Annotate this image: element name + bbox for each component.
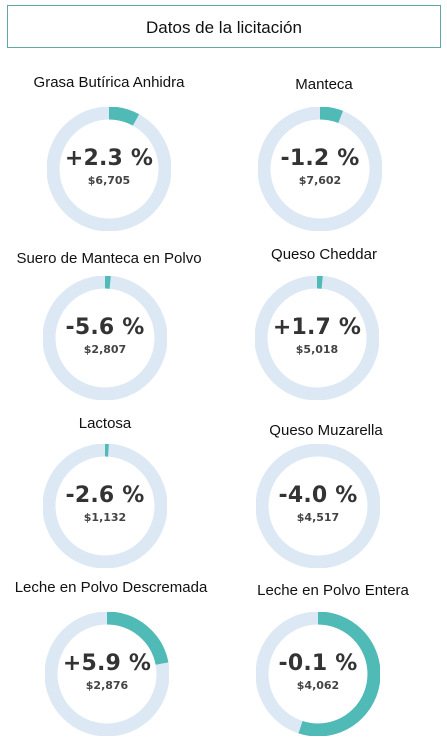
change-percent: +2.3 % [64,146,154,171]
donut-ring [258,107,382,231]
price-value: $7,602 [298,174,342,187]
donut-ring [45,612,169,736]
donut-chart: -2.6 % $1,132 [43,444,167,568]
product-label: Leche en Polvo Descremada [14,579,208,596]
product-label: Grasa Butírica Anhidra [33,74,185,91]
price-value: $5,018 [295,343,339,356]
product-label: Leche en Polvo Entera [257,582,409,599]
change-percent: -1.2 % [280,146,360,171]
change-percent: -0.1 % [278,651,358,676]
donut-ring [256,612,380,736]
price-value: $4,062 [296,679,340,692]
price-value: $2,876 [85,679,129,692]
header-box: Datos de la licitación [7,5,441,48]
donut-ring [43,444,167,568]
price-value: $6,705 [87,174,131,187]
donut-fill-arc [43,444,167,568]
donut-fill-arc [256,612,380,736]
price-value: $4,517 [296,511,340,524]
donut-chart: +5.9 % $2,876 [45,612,169,736]
page-title: Datos de la licitación [146,18,302,37]
change-percent: -2.6 % [65,483,145,508]
donut-fill-arc [255,276,379,400]
donut-track [256,444,380,568]
price-value: $2,807 [83,343,127,356]
donut-fill-arc [47,107,171,231]
product-label: Lactosa [78,415,132,432]
change-percent: +5.9 % [62,651,152,676]
donut-chart: +1.7 % $5,018 [255,276,379,400]
product-label: Manteca [295,76,353,93]
change-percent: +1.7 % [272,315,362,340]
donut-ring [47,107,171,231]
change-percent: -4.0 % [278,483,358,508]
donut-ring [255,276,379,400]
donut-chart: -4.0 % $4,517 [256,444,380,568]
donut-ring [256,444,380,568]
change-percent: -5.6 % [65,315,145,340]
donut-ring [43,276,167,400]
donut-fill-arc [258,107,382,231]
product-label: Suero de Manteca en Polvo [16,250,202,267]
product-label: Queso Cheddar [271,246,377,263]
donut-chart: -5.6 % $2,807 [43,276,167,400]
donut-chart: +2.3 % $6,705 [47,107,171,231]
donut-fill-arc [45,612,169,736]
donut-fill-arc [43,276,167,400]
product-label: Queso Muzarella [269,422,383,439]
donut-chart: -1.2 % $7,602 [258,107,382,231]
price-value: $1,132 [83,511,127,524]
donut-chart: -0.1 % $4,062 [256,612,380,736]
